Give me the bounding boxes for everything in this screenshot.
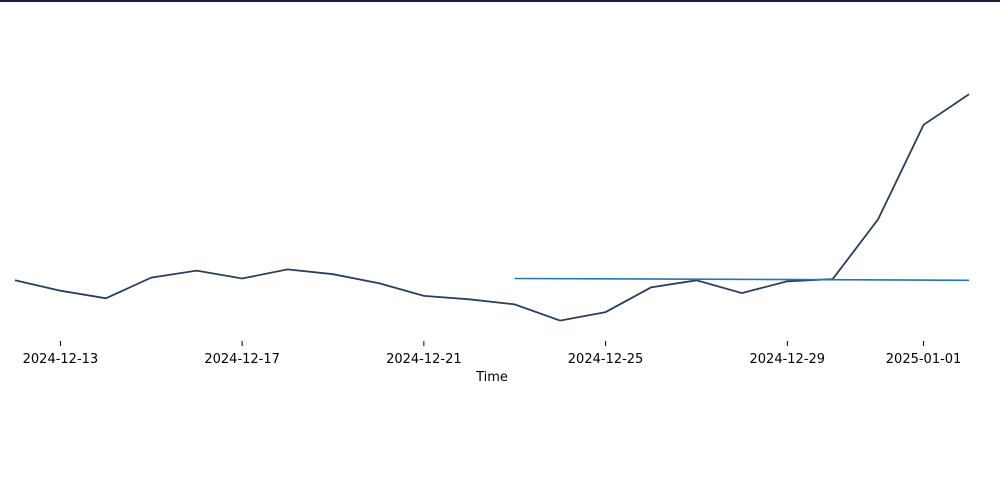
x-tick-label: 2024-12-13: [23, 352, 99, 367]
series-line-1: [14, 93, 970, 322]
x-tick-label: 2024-12-21: [386, 352, 462, 367]
window-top-border: [0, 0, 1000, 2]
series-line-2: [514, 277, 970, 282]
series-layer: [14, 93, 970, 322]
x-axis-label: Time: [475, 370, 508, 385]
x-tick-label: 2024-12-17: [204, 352, 280, 367]
x-axis: 2024-12-13 2024-12-17 2024-12-21 2024-12-25…: [23, 341, 962, 367]
x-tick-label: 2024-12-29: [750, 352, 826, 367]
x-tick-label: 2025-01-01: [886, 352, 962, 367]
x-tick-label: 2024-12-25: [568, 352, 644, 367]
